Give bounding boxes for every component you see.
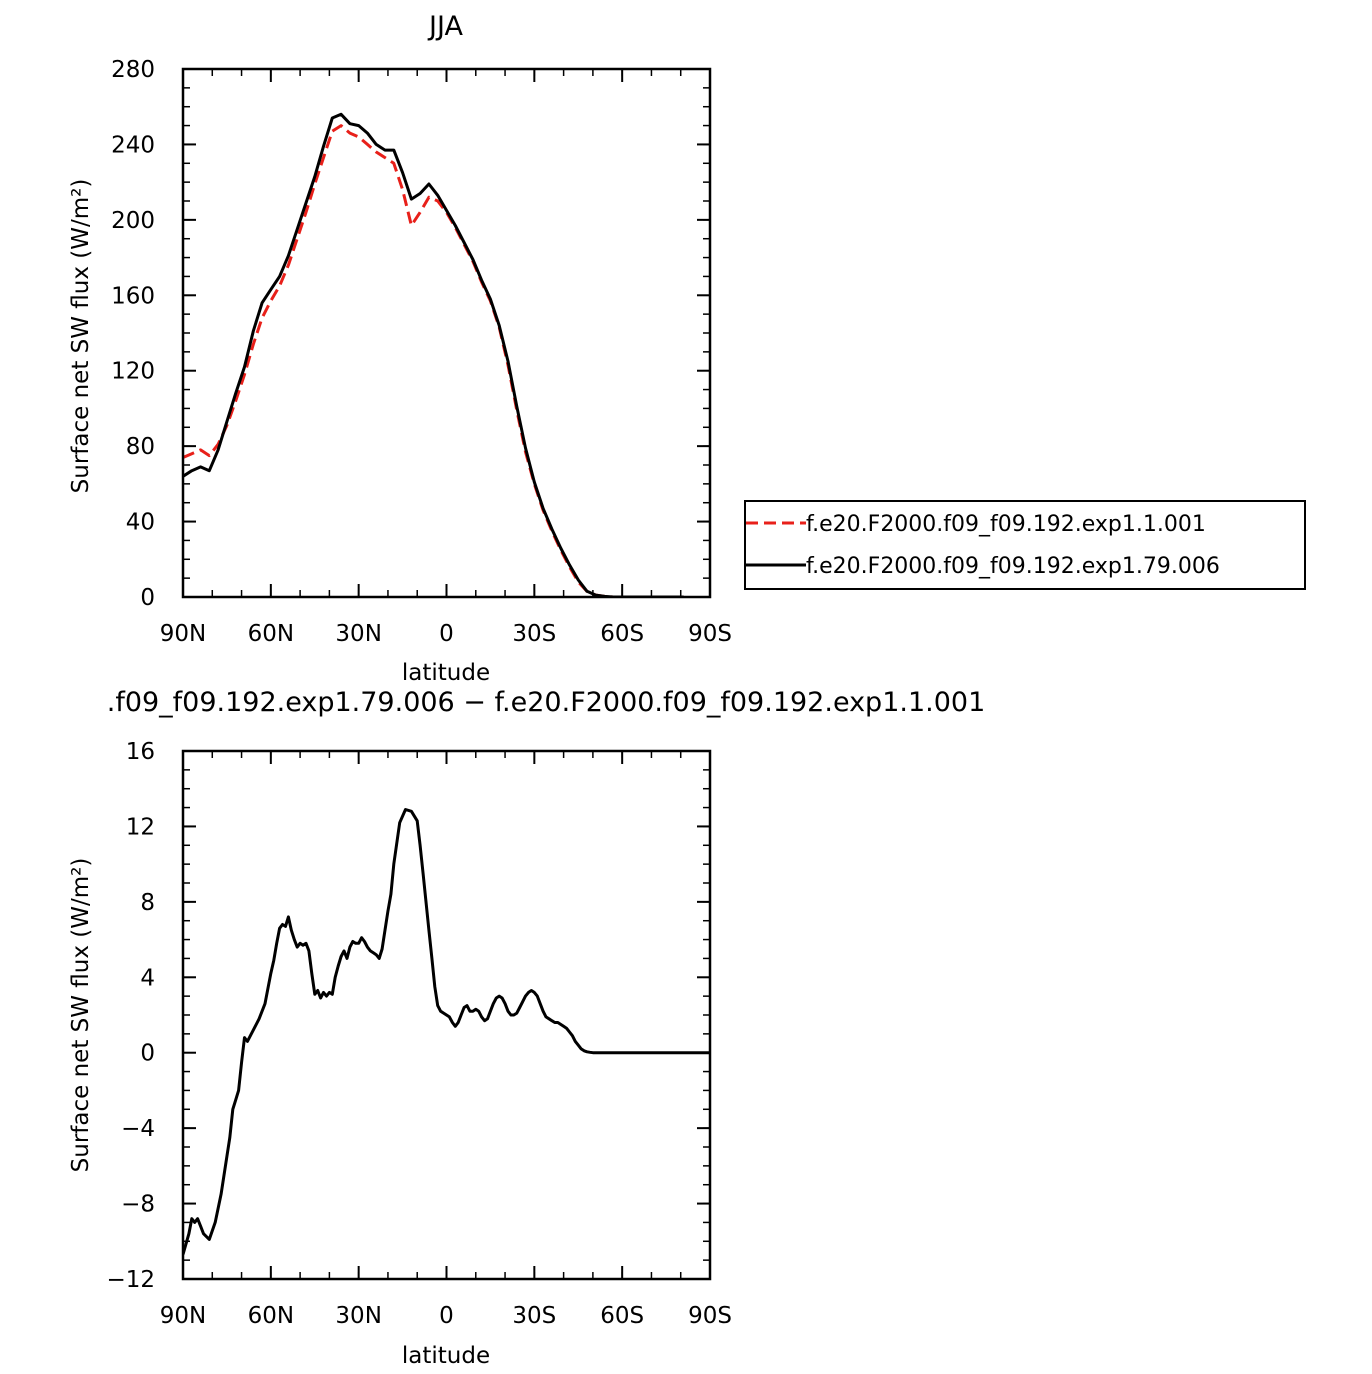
x-tick-label-top: 90S xyxy=(688,621,732,647)
legend-entry-series-2: f.e20.F2000.f09_f09.192.exp1.79.006 xyxy=(806,554,1220,579)
y-tick-label-top: 160 xyxy=(111,283,155,309)
plot-frame-top xyxy=(181,67,712,599)
chart-title-top: JJA xyxy=(427,11,463,42)
legend-box xyxy=(744,500,1306,590)
y-tick-label-bottom: 16 xyxy=(126,739,155,765)
y-tick-label-bottom: 12 xyxy=(126,814,155,840)
x-tick-label-top: 60N xyxy=(248,621,294,647)
x-tick-label-bottom: 60S xyxy=(600,1303,644,1329)
legend-entry-series-1: f.e20.F2000.f09_f09.192.exp1.1.001 xyxy=(806,512,1206,537)
y-tick-label-bottom: −4 xyxy=(121,1116,155,1142)
plot-area-bottom: 90N 60N 30N 0 30S 60S 90S −12 −8 −4 0 4 8 12 16 xyxy=(106,739,731,1329)
x-tick-label-bottom: 30S xyxy=(512,1303,556,1329)
y-tick-label-top: 40 xyxy=(126,510,155,536)
x-tick-label-top: 30S xyxy=(512,621,556,647)
x-tick-label-bottom: 0 xyxy=(439,1303,454,1329)
y-tick-label-bottom: 4 xyxy=(140,965,155,991)
y-axis-label-bottom: Surface net SW flux (W/m²) xyxy=(68,858,94,1173)
series-line-bottom-1 xyxy=(183,808,710,1255)
x-tick-label-bottom: 30N xyxy=(335,1303,381,1329)
y-tick-label-top: 240 xyxy=(111,132,155,158)
y-tick-label-bottom: 0 xyxy=(140,1041,155,1067)
x-tick-label-top: 90N xyxy=(160,621,206,647)
y-tick-label-bottom: 8 xyxy=(140,890,155,916)
x-tick-label-top: 0 xyxy=(439,621,454,647)
y-tick-label-top: 280 xyxy=(111,57,155,83)
panel-top: JJA 90N 60N 30N 0 30S 60S 90S 0 40 80 120 160 200 240… xyxy=(68,11,1306,686)
series-line-top-1 xyxy=(183,124,684,597)
x-tick-label-bottom: 90S xyxy=(688,1303,732,1329)
x-axis-label-top: latitude xyxy=(402,660,490,686)
legend: f.e20.F2000.f09_f09.192.exp1.1.001 f.e20… xyxy=(744,500,1306,590)
y-tick-label-top: 80 xyxy=(126,434,155,460)
y-tick-label-bottom: −8 xyxy=(121,1192,155,1218)
y-axis-label-top: Surface net SW flux (W/m²) xyxy=(68,179,94,494)
chart-title-bottom: .f09_f09.192.exp1.79.006 − f.e20.F2000.f… xyxy=(107,687,986,718)
x-axis-label-bottom: latitude xyxy=(402,1343,490,1369)
plot-area-top: 90N 60N 30N 0 30S 60S 90S 0 40 80 120 160 200 240 280 xyxy=(111,57,732,647)
y-tick-label-top: 0 xyxy=(140,585,155,611)
y-tick-label-bottom: −12 xyxy=(106,1267,155,1293)
x-tick-label-bottom: 60N xyxy=(248,1303,294,1329)
y-tick-label-top: 120 xyxy=(111,359,155,385)
series-line-top-2 xyxy=(183,112,684,597)
y-tick-label-top: 200 xyxy=(111,208,155,234)
panel-bottom: .f09_f09.192.exp1.79.006 − f.e20.F2000.f… xyxy=(68,687,985,1369)
x-tick-label-bottom: 90N xyxy=(160,1303,206,1329)
x-tick-label-top: 30N xyxy=(335,621,381,647)
x-tick-label-top: 60S xyxy=(600,621,644,647)
